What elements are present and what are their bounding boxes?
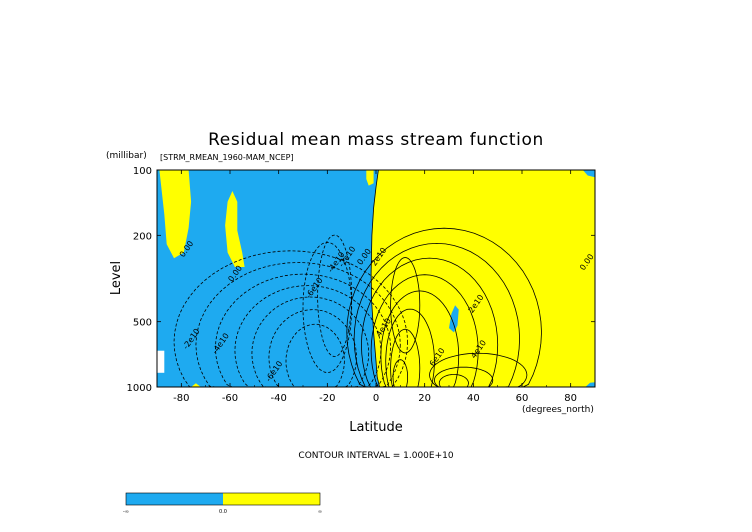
positive-region bbox=[371, 170, 595, 387]
positive-region bbox=[191, 383, 201, 387]
colorbar: -∞ 0.0 ∞ bbox=[123, 492, 322, 515]
contour-line-negative bbox=[302, 241, 353, 374]
y-tick-label: 500 bbox=[133, 318, 152, 329]
colorbar-label-max: ∞ bbox=[318, 509, 322, 515]
y-tick-label: 1000 bbox=[127, 383, 152, 394]
missing-data-patch bbox=[157, 350, 165, 373]
positive-region bbox=[157, 170, 192, 259]
zero-contour bbox=[370, 169, 380, 388]
negative-island bbox=[582, 170, 595, 178]
plot-area: 0.000.00-2e10 -4e10-6e10-6e10-4e10-2e100.… bbox=[156, 169, 596, 388]
positive-region bbox=[366, 170, 374, 186]
x-tick-label: 60 bbox=[516, 393, 529, 404]
y-axis-label: Level bbox=[109, 261, 124, 295]
contour-line-negative bbox=[285, 323, 345, 388]
positive-region bbox=[225, 191, 245, 267]
x-tick-label: 0 bbox=[373, 393, 379, 404]
colorbar-label-min: -∞ bbox=[123, 509, 129, 515]
colorbar-negative bbox=[126, 493, 223, 505]
x-tick-label: 40 bbox=[467, 393, 480, 404]
x-tick-label: -20 bbox=[319, 393, 335, 404]
colorbar-frame bbox=[125, 492, 321, 506]
colorbar-label-mid: 0.0 bbox=[219, 509, 227, 515]
x-tick-label: 80 bbox=[564, 393, 577, 404]
contour-line-negative bbox=[251, 296, 370, 388]
x-axis-label: Latitude bbox=[349, 420, 403, 435]
x-tick-label: -80 bbox=[173, 393, 189, 404]
negative-island bbox=[449, 305, 459, 333]
y-tick-label: 100 bbox=[133, 166, 152, 177]
contour-interval-note: CONTOUR INTERVAL = 1.000E+10 bbox=[298, 451, 453, 461]
x-tick-label: 20 bbox=[418, 393, 431, 404]
contour-line-negative bbox=[317, 234, 353, 358]
contour-line-negative bbox=[268, 309, 357, 388]
x-tick-label: -60 bbox=[222, 393, 238, 404]
colorbar-positive bbox=[223, 493, 320, 505]
y-axis: 100 200 500 1000 bbox=[127, 166, 595, 394]
chart-title: Residual mean mass stream function bbox=[208, 130, 544, 150]
x-tick-label: -40 bbox=[270, 393, 286, 404]
x-units-label: (degrees_north) bbox=[522, 405, 594, 415]
y-tick-label: 200 bbox=[133, 231, 152, 242]
variable-tag: [STRM_RMEAN_1960-MAM_NCEP] bbox=[160, 153, 294, 162]
y-units-label: (millibar) bbox=[106, 151, 147, 161]
positive-regions bbox=[157, 170, 595, 387]
negative-island bbox=[585, 382, 595, 387]
contour-line-positive bbox=[390, 257, 421, 354]
x-axis: -80 -60 -40 -20 0 20 40 60 80 bbox=[156, 170, 596, 404]
